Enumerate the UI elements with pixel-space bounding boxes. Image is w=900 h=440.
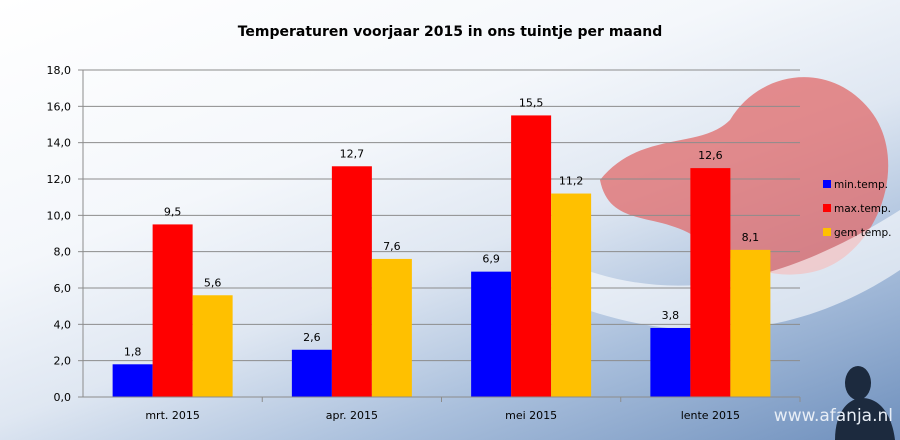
chart-title: Temperaturen voorjaar 2015 in ons tuintj… (238, 24, 663, 40)
bar-mintemp (112, 364, 153, 397)
y-tick-label: 12,0 (47, 173, 72, 186)
data-label: 1,8 (124, 345, 142, 358)
bar-gemtemp (192, 295, 233, 397)
legend-label: min.temp. (834, 179, 888, 191)
legend-label: gem temp. (834, 227, 892, 239)
y-tick-label: 18,0 (47, 64, 72, 77)
y-tick-label: 16,0 (47, 100, 72, 113)
bar-maxtemp (511, 115, 552, 398)
y-tick-label: 14,0 (47, 137, 72, 150)
bar-mintemp (650, 327, 691, 397)
data-label: 12,7 (340, 147, 365, 160)
data-label: 8,1 (742, 231, 760, 244)
x-tick-label: apr. 2015 (326, 409, 378, 422)
bar-gemtemp (371, 258, 412, 397)
bar-mintemp (291, 349, 332, 397)
data-label: 2,6 (303, 331, 321, 344)
y-tick-label: 2,0 (54, 355, 72, 368)
data-label: 5,6 (204, 276, 222, 289)
legend-swatch (823, 228, 831, 236)
data-label: 7,6 (383, 240, 401, 253)
x-tick-label: mrt. 2015 (145, 409, 200, 422)
y-tick-label: 4,0 (54, 318, 72, 331)
y-tick-label: 0,0 (54, 391, 72, 404)
person-silhouette (835, 366, 895, 440)
legend-swatch (823, 204, 831, 212)
bar-maxtemp (690, 168, 731, 397)
bar-maxtemp (331, 166, 372, 397)
data-label: 9,5 (164, 205, 182, 218)
background-heart (600, 77, 889, 275)
data-label: 11,2 (559, 175, 584, 188)
watermark: www.afanja.nl (774, 406, 893, 426)
y-tick-label: 6,0 (54, 282, 72, 295)
y-tick-label: 8,0 (54, 246, 72, 259)
bar-gemtemp (730, 249, 771, 397)
bar-maxtemp (152, 224, 193, 397)
data-label: 3,8 (662, 309, 680, 322)
data-label: 6,9 (482, 253, 500, 266)
bar-mintemp (471, 271, 512, 397)
bar-gemtemp (551, 193, 592, 397)
data-label: 15,5 (519, 96, 544, 109)
background-band (560, 210, 900, 331)
y-tick-label: 10,0 (47, 209, 72, 222)
legend-swatch (823, 180, 831, 188)
x-tick-label: lente 2015 (681, 409, 740, 422)
data-label: 12,6 (698, 149, 723, 162)
legend-label: max.temp. (834, 203, 891, 215)
x-tick-label: mei 2015 (505, 409, 557, 422)
